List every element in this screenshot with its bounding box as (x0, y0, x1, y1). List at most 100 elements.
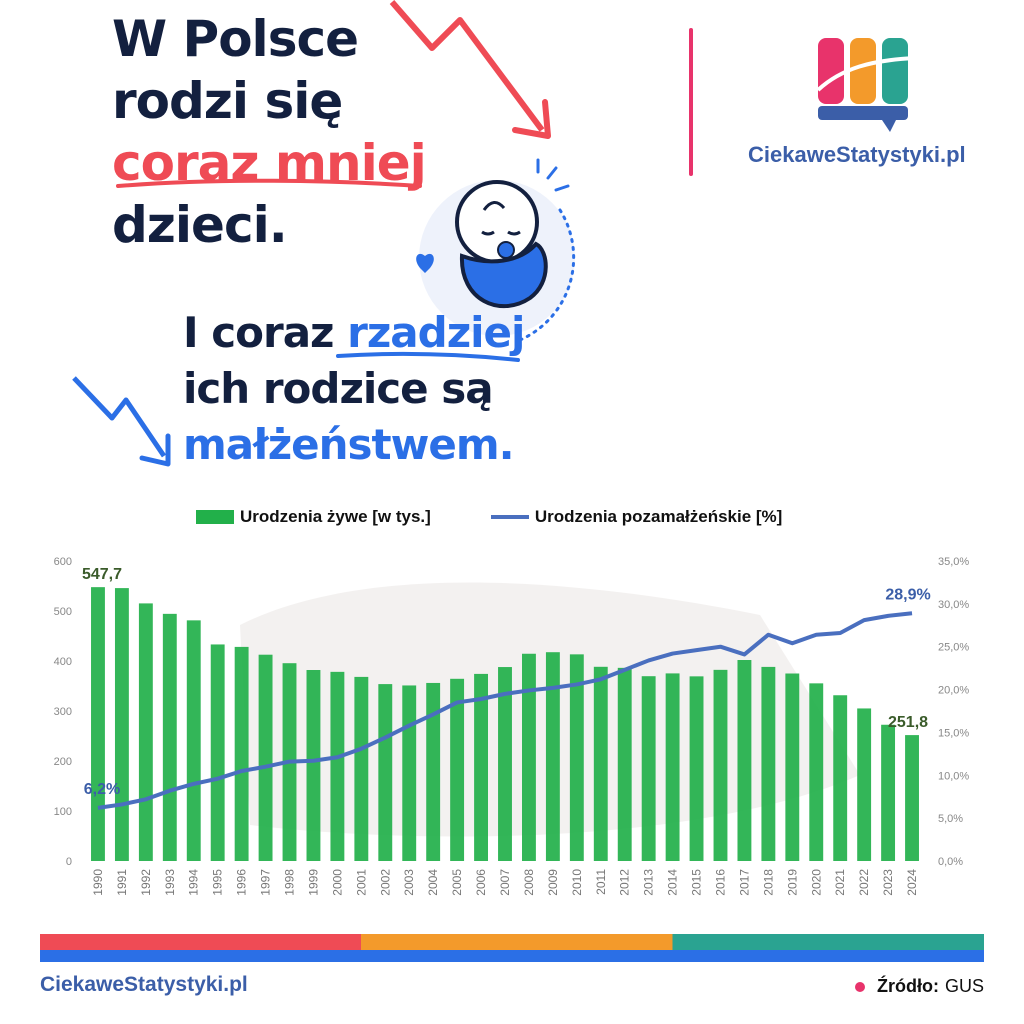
x-tick-label: 2009 (546, 869, 560, 896)
bar (378, 684, 393, 861)
data-label: 28,9% (885, 586, 930, 603)
bar (426, 682, 441, 861)
x-tick-label: 2007 (498, 869, 512, 896)
color-stripe-bottom (40, 950, 984, 962)
y-left-tick-label: 500 (54, 606, 72, 618)
x-tick-label: 2024 (905, 869, 919, 896)
bar (545, 652, 560, 861)
x-tick-label: 2003 (402, 869, 416, 896)
y-right-tick-label: 25,0% (938, 642, 969, 654)
subheadline-line-2: ich rodzice są (183, 364, 494, 413)
bar (521, 653, 536, 861)
headline-line-1: W Polsce (112, 10, 359, 68)
legend-swatch-bar (196, 510, 234, 524)
y-right-tick-label: 5,0% (938, 813, 963, 825)
brand-divider (689, 28, 693, 176)
x-tick-label: 2021 (833, 869, 847, 896)
x-tick-label: 2012 (618, 869, 632, 896)
x-tick-label: 1990 (91, 869, 105, 896)
bar (809, 683, 824, 861)
bar (234, 646, 249, 861)
bar (91, 587, 105, 861)
x-tick-label: 2014 (666, 869, 680, 896)
x-tick-label: 2002 (378, 869, 392, 896)
bar (138, 603, 153, 861)
bar (905, 735, 919, 861)
chart-legend: Urodzenia żywe [w tys.] Urodzenia pozama… (196, 507, 782, 527)
red-down-arrow-icon (389, 0, 545, 132)
bar (450, 678, 465, 861)
bar (330, 671, 345, 861)
headline: W Polsce rodzi się coraz mniej dzieci. (112, 8, 427, 256)
x-tick-label: 2016 (713, 869, 727, 896)
subheadline-line-1a: I coraz (183, 308, 348, 357)
y-right-tick-label: 10,0% (938, 770, 969, 782)
x-tick-label: 1998 (283, 869, 297, 896)
x-tick-label: 2000 (330, 869, 344, 896)
bar (617, 667, 632, 861)
baby-icon (416, 158, 576, 342)
legend-label-births: Urodzenia żywe [w tys.] (240, 507, 431, 526)
bar (306, 670, 321, 861)
y-right-tick-label: 35,0% (938, 556, 969, 568)
x-tick-label: 2001 (354, 869, 368, 896)
bar (689, 676, 704, 861)
y-right-tick-label: 30,0% (938, 599, 969, 611)
bar (713, 669, 728, 861)
bar (474, 673, 489, 861)
y-right-tick-label: 20,0% (938, 685, 969, 697)
x-tick-label: 1993 (163, 869, 177, 896)
y-left-tick-label: 100 (54, 806, 72, 818)
brand-name[interactable]: CiekaweStatystyki.pl (748, 142, 966, 167)
footer-brand[interactable]: CiekaweStatystyki.pl (40, 973, 248, 996)
x-tick-label: 2005 (450, 869, 464, 896)
headline-line-2: rodzi się (112, 72, 343, 130)
bar (258, 654, 273, 861)
x-tick-label: 2020 (809, 869, 823, 896)
source-value: GUS (944, 976, 984, 996)
y-left-tick-label: 400 (54, 656, 72, 668)
births-chart: 0 100 200 300 400 500 600 0,0% 5,0% 10,0% 15,0% 20,… (54, 556, 970, 896)
bar (857, 708, 872, 861)
subheadline-highlight-1: rzadziej (347, 308, 525, 357)
bar (785, 673, 800, 861)
bar (354, 676, 369, 861)
data-label: 547,7 (82, 566, 122, 583)
bar (569, 654, 584, 861)
subheadline: I coraz rzadziej ich rodzice są małżeńst… (183, 305, 525, 473)
y-left-tick-label: 0 (66, 856, 72, 868)
x-tick-label: 2023 (881, 869, 895, 896)
bar (402, 685, 417, 861)
source-dot-icon (855, 981, 865, 992)
bar (186, 620, 201, 861)
x-tick-label: 1991 (115, 869, 129, 896)
x-tick-label: 2022 (857, 869, 871, 896)
x-tick-label: 1999 (306, 869, 320, 896)
headline-highlight: coraz mniej (112, 134, 427, 192)
nonmarital-line (97, 611, 913, 810)
x-tick-label: 2004 (426, 869, 440, 896)
x-tick-label: 2017 (737, 869, 751, 896)
bar (593, 666, 608, 861)
y-left-tick-label: 300 (54, 706, 72, 718)
x-tick-label: 2013 (642, 869, 656, 896)
x-tick-label: 2018 (761, 869, 775, 896)
decorative-graphics (72, 0, 576, 467)
source: Źródło: GUS (855, 976, 984, 997)
data-label: 6,2% (84, 781, 120, 798)
y-right-tick-label: 15,0% (938, 727, 969, 739)
bar (498, 667, 512, 861)
x-tick-label: 1994 (187, 869, 201, 896)
brand-logo-icon (816, 38, 917, 132)
bar (737, 660, 752, 861)
bar (162, 613, 177, 861)
y-left-tick-label: 600 (54, 556, 72, 568)
bar (210, 644, 225, 861)
blue-down-arrow-icon (72, 376, 167, 458)
x-tick-label: 1997 (259, 869, 273, 896)
x-tick-label: 1992 (139, 869, 153, 896)
x-tick-label: 2015 (690, 869, 704, 896)
x-tick-label: 2019 (785, 869, 799, 896)
bar (881, 724, 896, 861)
x-tick-label: 2010 (570, 869, 584, 896)
